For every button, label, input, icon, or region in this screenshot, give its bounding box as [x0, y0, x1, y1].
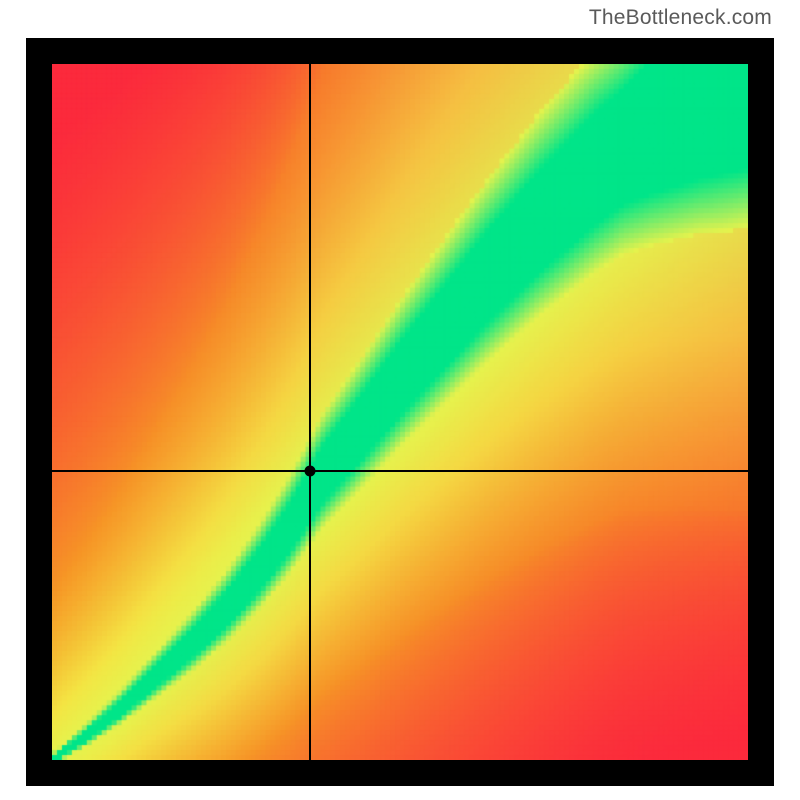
crosshair-horizontal	[52, 470, 748, 472]
chart-container: TheBottleneck.com	[0, 0, 800, 800]
attribution-text: TheBottleneck.com	[589, 6, 772, 30]
crosshair-vertical	[309, 64, 311, 760]
bottleneck-heatmap	[52, 64, 748, 760]
selection-marker[interactable]	[305, 466, 316, 477]
